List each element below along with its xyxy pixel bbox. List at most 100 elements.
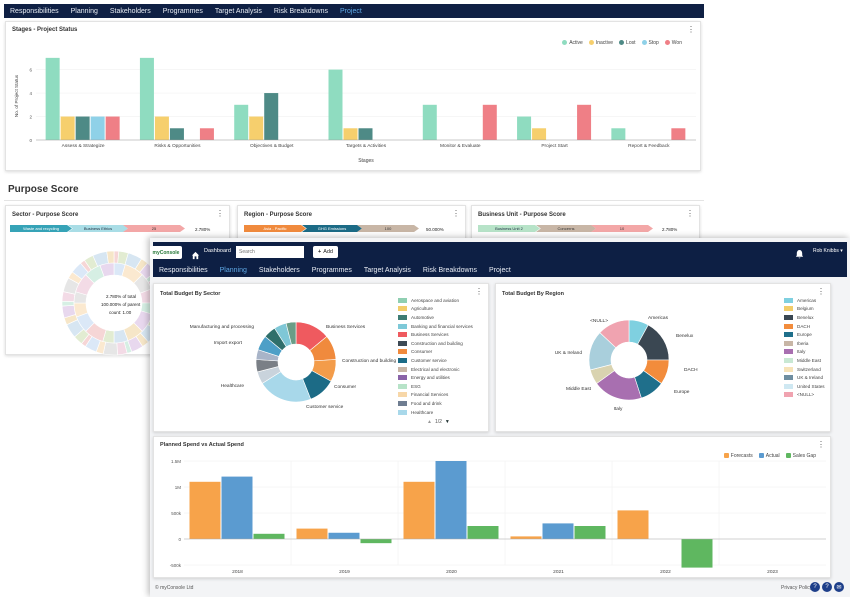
kebab-menu-icon[interactable]: ⋮ <box>216 209 224 218</box>
help-icon[interactable]: ? <box>810 582 820 592</box>
legend-item[interactable]: Americas <box>784 296 825 305</box>
legend-item[interactable]: Middle East <box>784 356 825 365</box>
legend-item[interactable]: Banking and financial services <box>398 322 473 331</box>
legend-item[interactable]: Healthcare <box>398 408 473 416</box>
bar <box>422 104 437 140</box>
bar <box>139 57 154 140</box>
legend-item[interactable]: Agriculture <box>398 305 473 314</box>
legend-item[interactable]: Aerospace and aviation <box>398 296 473 305</box>
bar <box>189 481 221 539</box>
bu-pill-3[interactable]: 10 <box>591 225 653 232</box>
region-pill-3[interactable]: 100 <box>357 225 419 232</box>
back-nav-item[interactable]: Risk Breakdowns <box>273 7 328 15</box>
app-topbar: myConsole Dashboard +Add Rob Knibbs ▾ <box>150 242 847 263</box>
legend-item[interactable]: Electrical and electronic <box>398 365 473 374</box>
kebab-menu-icon[interactable]: ⋮ <box>817 287 825 296</box>
legend-item[interactable]: Lost <box>619 40 636 46</box>
legend-item[interactable]: Financial Services <box>398 391 473 400</box>
legend-item[interactable]: Customer service <box>398 356 473 365</box>
legend-item[interactable]: Iberia <box>784 339 825 348</box>
bar <box>169 128 184 140</box>
pager-down-icon[interactable]: ▼ <box>444 419 450 425</box>
logo[interactable]: myConsole <box>150 246 182 259</box>
user-menu[interactable]: Rob Knibbs ▾ <box>813 248 843 254</box>
x-tick-label: 2023 <box>767 569 778 575</box>
legend-item[interactable]: Italy <box>784 348 825 357</box>
bu-pill-1[interactable]: Business Unit 2 <box>478 225 540 232</box>
back-nav-item[interactable]: Planning <box>70 7 98 15</box>
kebab-menu-icon[interactable]: ⋮ <box>817 440 825 449</box>
nav-item[interactable]: Responsibilities <box>159 266 208 274</box>
region-pill-1[interactable]: Asia - Pacific <box>244 225 306 232</box>
legend-item[interactable]: Inactive <box>588 40 613 46</box>
legend-item[interactable]: Sales Gap <box>785 453 816 459</box>
legend-item[interactable]: Consumer <box>398 348 473 357</box>
legend-item[interactable]: Won <box>664 40 682 46</box>
back-nav-item[interactable]: Responsibilities <box>10 7 59 15</box>
dashboard-link[interactable]: Dashboard <box>204 248 231 254</box>
region-pill-2[interactable]: GHG Emissions <box>302 225 362 232</box>
legend-item[interactable]: Business Services <box>398 330 473 339</box>
pager-label: 1/2 <box>434 419 442 425</box>
bu-pill-2[interactable]: Concerns <box>536 225 596 232</box>
legend-item[interactable]: Belgium <box>784 305 825 314</box>
home-icon[interactable] <box>191 247 200 260</box>
kebab-menu-icon[interactable]: ⋮ <box>686 209 694 218</box>
kebab-menu-icon[interactable]: ⋮ <box>475 287 483 296</box>
nav-item[interactable]: Risk Breakdowns <box>422 266 477 274</box>
slice-label: Import export <box>214 340 243 346</box>
legend-item[interactable]: Switzerland <box>784 365 825 374</box>
legend-item[interactable]: Forecasts <box>723 453 753 459</box>
chat-icon[interactable]: ✉ <box>834 582 844 592</box>
pager-up-icon[interactable]: ▲ <box>427 419 432 425</box>
legend-item[interactable]: Food and drink <box>398 399 473 408</box>
search-input[interactable] <box>236 246 304 258</box>
back-nav-item[interactable]: Target Analysis <box>214 7 262 15</box>
nav-item[interactable]: Project <box>489 266 511 274</box>
stages-card: Stages - Project Status ⋮ Active Inactive… <box>5 21 701 171</box>
bar <box>253 533 285 539</box>
y-axis-label: No. of Project Status <box>14 74 19 117</box>
bell-icon[interactable] <box>795 246 804 259</box>
legend-item[interactable]: <NULL> <box>784 391 825 400</box>
back-nav-item[interactable]: Programmes <box>162 7 203 15</box>
slice-label: Consumer <box>334 384 357 390</box>
slice-label: DACH <box>684 367 698 373</box>
sector-pill-2[interactable]: Business Ethics <box>68 225 128 232</box>
region-legend: Americas Belgium Benelux DACH Europe Iberia It… <box>784 296 825 399</box>
question-icon[interactable]: ? <box>822 582 832 592</box>
slice-label: Manufacturing and processing <box>190 324 255 330</box>
legend-item[interactable]: Stop <box>641 40 659 46</box>
legend-item[interactable]: Europe <box>784 330 825 339</box>
bu-pct: 2.780% <box>662 227 678 232</box>
legend-item[interactable]: Actual <box>758 453 780 459</box>
back-nav-item[interactable]: Stakeholders <box>109 7 151 15</box>
back-nav-item-active[interactable]: Project <box>340 7 362 15</box>
nav-item[interactable]: Programmes <box>311 266 352 274</box>
kebab-menu-icon[interactable]: ⋮ <box>452 209 460 218</box>
sector-pill-1[interactable]: Waste and recycling <box>10 225 72 232</box>
legend-item[interactable]: Energy and utilities <box>398 373 473 382</box>
nav-item[interactable]: Planning <box>219 266 247 274</box>
legend-item[interactable]: Automotive <box>398 313 473 322</box>
sector-pill-3[interactable]: 25 <box>123 225 185 232</box>
bar <box>60 116 75 140</box>
legend-item[interactable]: UK & Ireland <box>784 373 825 382</box>
footer-privacy-link[interactable]: Privacy Policy <box>781 585 813 591</box>
nav-item[interactable]: Target Analysis <box>363 266 411 274</box>
bar <box>296 528 328 539</box>
add-button[interactable]: + Add <box>313 246 338 258</box>
bar <box>403 481 435 539</box>
nav-item[interactable]: Stakeholders <box>258 266 300 274</box>
legend-item[interactable]: Active <box>562 40 583 46</box>
legend-item[interactable]: DACH <box>784 322 825 331</box>
bar <box>343 128 358 140</box>
stages-chart: 0 2 4 6 Assess & Strategize Risks & Opportuni… <box>14 57 696 164</box>
legend-pager[interactable]: ▲ 1/2 ▼ <box>427 419 450 425</box>
legend-item[interactable]: United States <box>784 382 825 391</box>
legend-item[interactable]: ESG <box>398 382 473 391</box>
kebab-menu-icon[interactable]: ⋮ <box>687 25 695 34</box>
legend-item[interactable]: Construction and building <box>398 339 473 348</box>
bar <box>435 461 467 539</box>
legend-item[interactable]: Benelux <box>784 313 825 322</box>
